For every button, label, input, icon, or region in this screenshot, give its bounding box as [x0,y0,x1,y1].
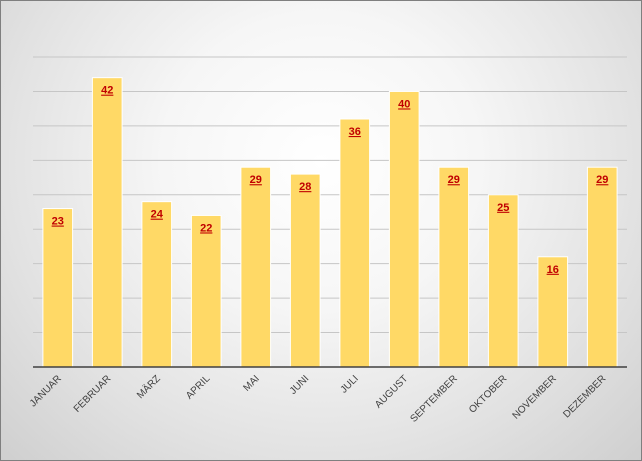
data-labels: 23 42 24 22 29 28 36 40 29 25 16 29 [52,85,609,276]
x-tick-label: NOVEMBER [511,373,559,421]
x-tick-label: DEZEMBER [561,373,608,420]
x-tick-label: APRIL [184,373,213,402]
bar-februar [91,77,123,368]
gridlines [33,56,627,334]
x-tick-label: FEBRUAR [72,373,114,415]
data-label: 24 [151,209,164,221]
bar-märz [141,201,173,368]
x-tick-labels: JANUAR FEBRUAR MÄRZ APRIL MAI JUNI JULI AUGUSTS… [28,373,609,425]
x-tick-label: OKTOBER [467,373,509,415]
bar-juni [289,173,321,368]
data-label: 29 [448,174,460,186]
data-label: 42 [101,85,113,97]
x-tick-label: SEPTEMBER [408,373,459,424]
data-label: 36 [349,126,361,138]
bar-mai [240,166,272,368]
data-label: 25 [497,202,509,214]
bars [42,77,618,368]
bar-januar [42,208,74,368]
bar-august [388,90,420,368]
data-label: 29 [250,174,262,186]
data-label: 22 [200,222,212,234]
x-tick-label: JUNI [288,373,312,397]
x-tick-label: MÄRZ [134,373,163,402]
data-label: 23 [52,216,64,228]
x-tick-label: AUGUST [373,373,410,410]
bar-april [190,214,222,368]
bar-oktober [487,194,519,368]
data-label: 29 [596,174,608,186]
x-tick-label: JULI [339,373,361,395]
bar-dezember [586,166,618,368]
data-label: 28 [299,181,311,193]
bar-november [537,256,569,368]
x-tick-label: MAI [242,373,262,393]
x-tick-label: JANUAR [28,373,64,409]
bar-september [438,166,470,368]
data-label: 40 [398,98,410,110]
bar-juli [339,118,371,368]
data-label: 16 [547,264,559,276]
